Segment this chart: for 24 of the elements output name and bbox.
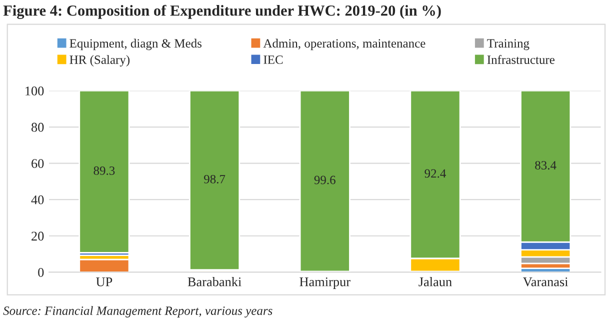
chart-title: Figure 4: Composition of Expenditure under HWC: 2019-20 (in %) (3, 4, 441, 19)
legend-label: Equipment, diagn & Meds (70, 38, 202, 50)
data-label: 92.4 (424, 169, 446, 178)
x-tick-label: Jalaun (418, 277, 452, 286)
y-tick-label: 80 (31, 122, 44, 132)
legend-label: HR (Salary) (70, 55, 130, 67)
y-tick-label: 60 (32, 159, 44, 168)
x-tick-label: Barabanki (188, 277, 242, 286)
x-tick-label: Varanasi (523, 277, 568, 286)
x-tick-label: UP (96, 278, 112, 286)
legend-label: Infrastructure (487, 55, 554, 64)
data-label: 89.3 (94, 166, 115, 175)
data-label: 83.4 (535, 161, 556, 170)
legend-label: Admin, operations, maintenance (263, 38, 426, 50)
y-tick-label: 100 (26, 86, 44, 96)
y-tick-label: 0 (38, 268, 44, 277)
data-label: 98.7 (204, 174, 226, 184)
data-label: 99.6 (314, 176, 336, 184)
source-note: Source: Financial Management Report, various years (3, 306, 272, 318)
legend-label: Training (487, 39, 530, 50)
y-tick-label: 20 (32, 232, 44, 241)
x-tick-label: Hamirpur (300, 277, 350, 289)
y-tick-label: 40 (31, 195, 44, 204)
legend-label: IEC (264, 56, 283, 64)
